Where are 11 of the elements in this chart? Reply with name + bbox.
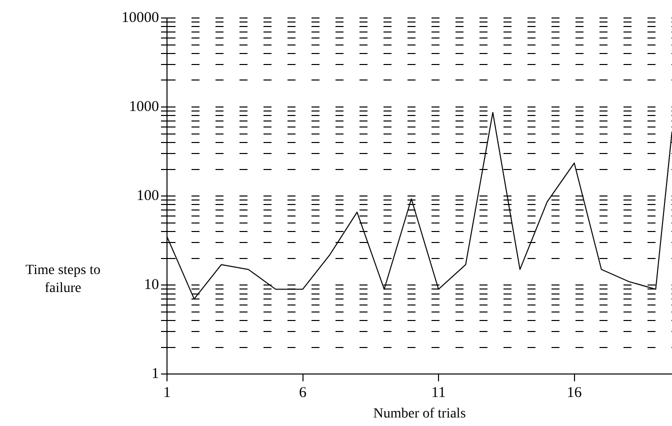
x-tick-label: 1: [163, 385, 171, 402]
x-axis-title: Number of trials: [373, 406, 466, 422]
y-tick-label: 10000: [122, 10, 159, 26]
x-tick-label: 16: [566, 385, 582, 402]
x-tick-label: 11: [431, 385, 446, 402]
y-tick-label: 100: [136, 188, 159, 204]
x-tick-label: 6: [299, 385, 308, 402]
y-tick-label: 1: [152, 366, 159, 382]
y-tick-label: 10: [144, 277, 159, 294]
y-tick-label: 1000: [129, 98, 159, 115]
y-axis-title: Time steps to failure: [24, 262, 102, 298]
